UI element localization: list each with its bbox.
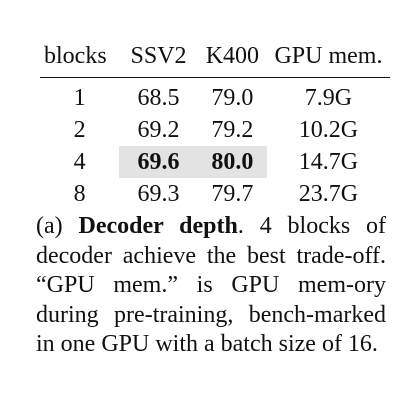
table-row: 8 69.3 79.7 23.7G [40,178,390,210]
cell-blocks: 1 [73,85,86,111]
header-k400: K400 [197,37,267,78]
cell-gpu-mem: 23.7G [298,181,359,207]
table-row-highlighted: 4 69.6 80.0 14.7G [40,146,390,178]
table-caption: (a) Decoder depth. 4 blocks of decoder a… [36,213,387,358]
header-gpu-mem: GPU mem. [266,37,390,78]
caption-label: (a) [36,213,63,239]
table-row: 2 69.2 79.2 10.2G [40,114,390,146]
cell-blocks: 4 [73,149,86,175]
cell-ssv2: 69.3 [137,181,180,207]
caption-text-1: . 4 blocks of decoder achieve the best t… [36,213,387,298]
ablation-table-container: blocks SSV2 K400 GPU mem. 1 68.5 79.0 7.… [40,37,390,210]
caption-title: Decoder depth [78,213,238,239]
cell-ssv2: 68.5 [137,85,180,111]
caption-text-2: ory during pre-training, bench [36,272,386,328]
cell-k400: 79.0 [211,85,254,111]
cell-k400: 79.7 [211,181,254,207]
decoder-depth-table: blocks SSV2 K400 GPU mem. 1 68.5 79.0 7.… [40,37,390,210]
cell-k400: 79.2 [211,117,254,143]
cell-blocks: 8 [73,181,86,207]
table-header-row: blocks SSV2 K400 GPU mem. [40,37,390,78]
cell-gpu-mem: 14.7G [298,149,359,175]
cell-gpu-mem: 10.2G [298,117,359,143]
cell-ssv2-best: 69.6 [119,146,198,178]
cell-ssv2: 69.2 [137,117,180,143]
cell-blocks: 2 [73,117,86,143]
table-row: 1 68.5 79.0 7.9G [40,78,390,115]
cell-gpu-mem: 7.9G [304,85,353,111]
caption-text-3: marked in one GPU with a batch size of 1… [36,301,386,358]
header-ssv2: SSV2 [119,37,198,78]
header-blocks: blocks [40,37,120,78]
cell-k400-best: 80.0 [197,146,267,178]
